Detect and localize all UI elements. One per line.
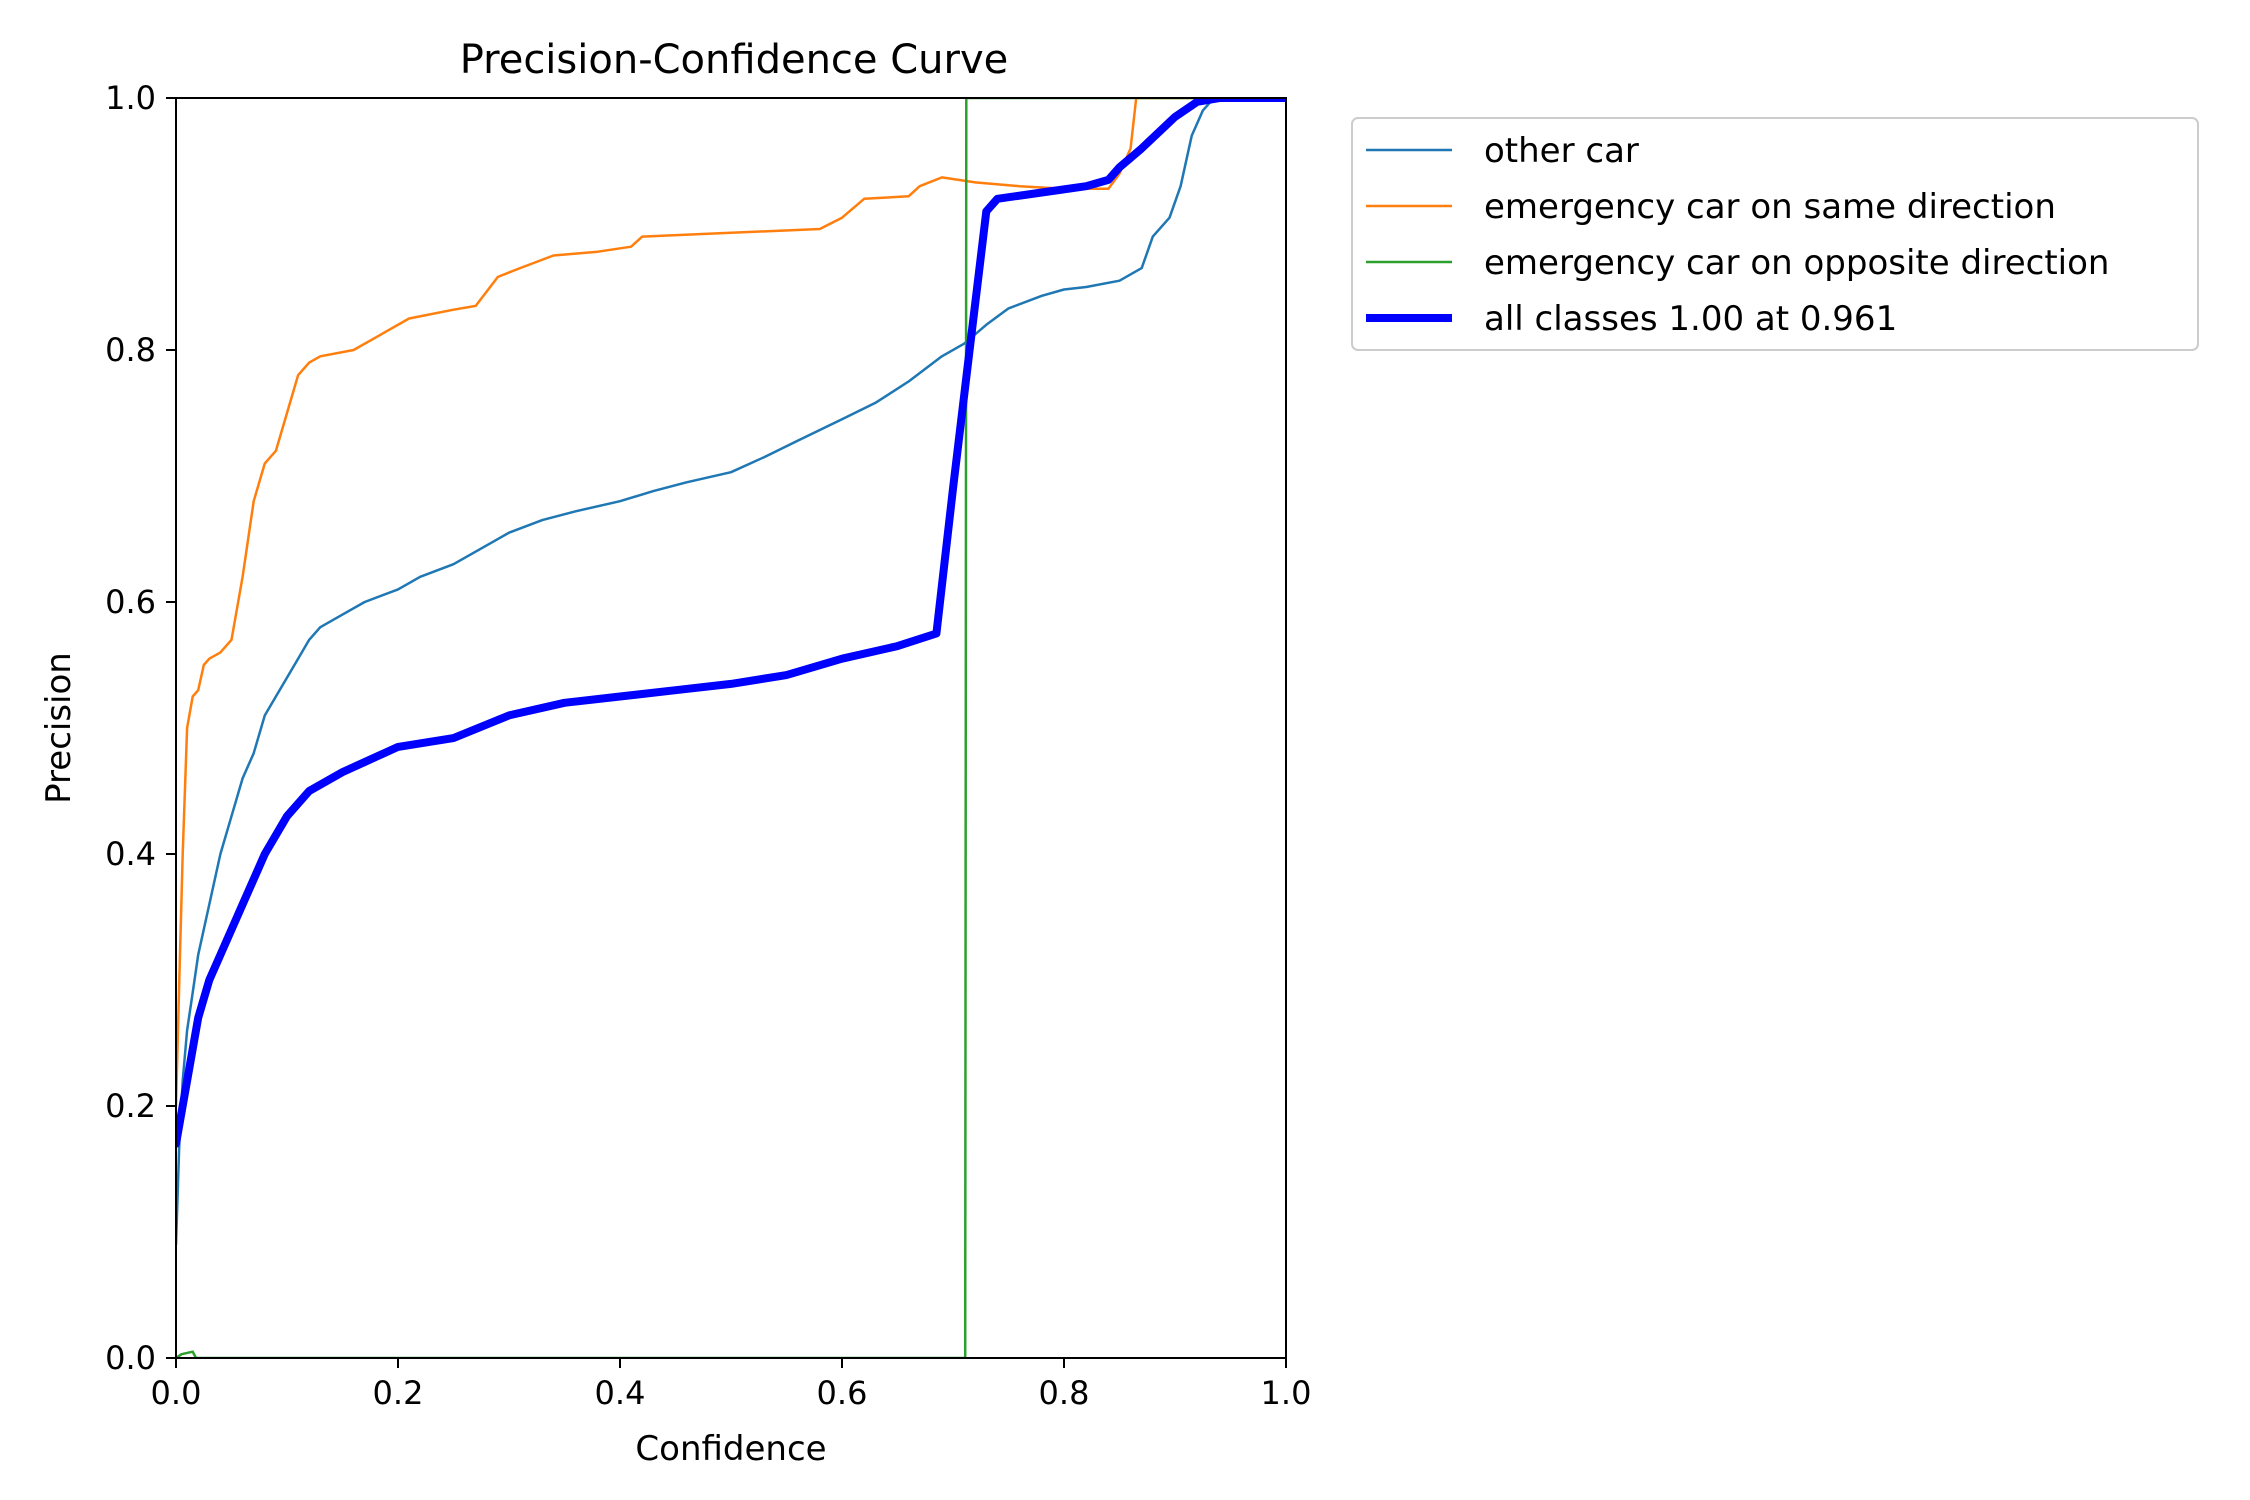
legend-label-emergency-car-on-same-direction: emergency car on same direction [1484,187,2056,227]
y-tick-label: 0.4 [105,835,156,873]
y-tick-label: 1.0 [105,79,156,117]
x-tick-label: 0.8 [1039,1374,1090,1412]
series-layer [176,98,1286,1358]
legend-box [1351,117,2199,351]
x-axis-ticks: 0.0 0.2 0.4 0.6 0.8 1.0 [151,1358,1312,1412]
y-tick-label: 0.2 [105,1087,156,1125]
y-axis-label: Precision [39,652,79,804]
y-tick-label: 0.6 [105,583,156,621]
chart-title: Precision-Confidence Curve [460,37,1009,83]
series-line-emergency-car-on-same-direction [176,98,1286,1108]
x-tick-label: 0.6 [817,1374,868,1412]
x-tick-label: 0.4 [595,1374,646,1412]
y-axis-ticks: 0.0 0.2 0.4 0.6 0.8 1.0 [105,79,176,1377]
legend-label-emergency-car-on-opposite-direction: emergency car on opposite direction [1484,243,2109,283]
series-line-all-classes-1-00-at-0-961 [176,98,1286,1148]
series-line-emergency-car-on-opposite-direction [176,98,1286,1358]
legend-label-all-classes-1-00-at-0-961: all classes 1.00 at 0.961 [1484,299,1897,339]
x-tick-label: 0.0 [151,1374,202,1412]
y-tick-label: 0.0 [105,1339,156,1377]
x-axis-label: Confidence [635,1429,826,1469]
series-line-other-car [176,98,1286,1246]
x-tick-label: 1.0 [1261,1374,1312,1412]
x-tick-label: 0.2 [373,1374,424,1412]
legend: other car emergency car on same direction… [1351,117,2199,351]
legend-label-other-car: other car [1484,131,1639,171]
plot-area-frame [175,97,1287,1359]
y-tick-label: 0.8 [105,331,156,369]
